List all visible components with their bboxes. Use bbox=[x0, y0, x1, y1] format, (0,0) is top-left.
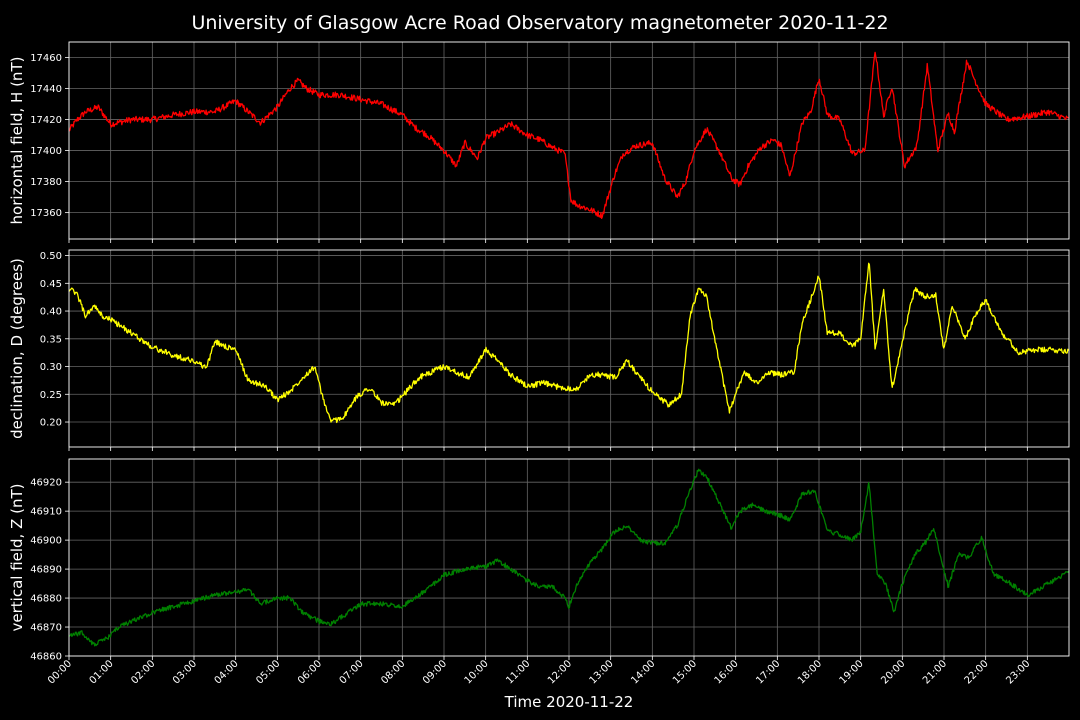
x-tick-label: 20:00 bbox=[879, 658, 907, 686]
y-axis-label: declination, D (degrees) bbox=[8, 258, 26, 439]
x-axis-label: Time 2020-11-22 bbox=[504, 693, 634, 711]
panel-3: 46860 46870 46880 46890 46900 46910 46920 verti… bbox=[8, 458, 1070, 663]
x-tick-label: 13:00 bbox=[588, 658, 616, 686]
y-tick-label: 46890 bbox=[30, 565, 62, 576]
x-tick-label: 07:00 bbox=[338, 658, 366, 686]
x-tick-label: 16:00 bbox=[713, 658, 741, 686]
data-series-line bbox=[68, 51, 1069, 220]
data-series-line bbox=[68, 468, 1070, 647]
x-tick-label: 02:00 bbox=[129, 658, 157, 686]
x-tick-label: 11:00 bbox=[504, 658, 532, 686]
y-tick-label: 0.35 bbox=[40, 334, 62, 345]
x-axis-ticks: 00:00 01:00 02:00 03:00 04:00 05:00 06:00 07:00… bbox=[46, 658, 1032, 686]
x-tick-label: 17:00 bbox=[754, 658, 782, 686]
y-tick-label: 17400 bbox=[30, 146, 62, 157]
y-tick-label: 46870 bbox=[30, 623, 62, 634]
y-tick-label: 46910 bbox=[30, 507, 62, 518]
y-tick-label: 46920 bbox=[30, 478, 62, 489]
y-tick-label: 17360 bbox=[30, 208, 62, 219]
y-tick-label: 0.20 bbox=[40, 418, 62, 429]
y-axis-label: vertical field, Z (nT) bbox=[8, 483, 26, 631]
x-tick-label: 03:00 bbox=[171, 658, 199, 686]
x-tick-label: 05:00 bbox=[254, 658, 282, 686]
x-tick-label: 21:00 bbox=[921, 658, 949, 686]
y-tick-label: 0.25 bbox=[40, 390, 62, 401]
x-tick-label: 10:00 bbox=[463, 658, 491, 686]
y-tick-label: 17460 bbox=[30, 53, 62, 64]
x-tick-label: 15:00 bbox=[671, 658, 699, 686]
y-tick-label: 0.50 bbox=[40, 251, 62, 262]
x-tick-label: 14:00 bbox=[629, 658, 657, 686]
x-tick-label: 12:00 bbox=[546, 658, 574, 686]
y-tick-label: 17440 bbox=[30, 84, 62, 95]
panel-frame bbox=[68, 458, 1070, 657]
x-tick-label: 09:00 bbox=[421, 658, 449, 686]
chart-title: University of Glasgow Acre Road Observat… bbox=[191, 12, 888, 34]
panel-2: 0.20 0.25 0.30 0.35 0.40 0.45 0.50 declination,… bbox=[8, 249, 1070, 451]
data-series-line bbox=[68, 262, 1070, 424]
y-tick-label: 17420 bbox=[30, 115, 62, 126]
panel-frame bbox=[68, 249, 1070, 448]
y-tick-label: 0.40 bbox=[40, 307, 62, 318]
x-tick-label: 22:00 bbox=[963, 658, 991, 686]
y-tick-label: 46860 bbox=[30, 652, 62, 663]
x-tick-label: 08:00 bbox=[379, 658, 407, 686]
y-tick-label: 46880 bbox=[30, 594, 62, 605]
panel-1: 17360 17380 17400 17420 17440 17460 horizontal… bbox=[8, 41, 1070, 243]
chart-panels: 17360 17380 17400 17420 17440 17460 horizontal… bbox=[8, 41, 1070, 663]
y-tick-label: 0.45 bbox=[40, 279, 62, 290]
panel-frame bbox=[68, 41, 1070, 240]
x-tick-label: 00:00 bbox=[46, 658, 74, 686]
x-tick-label: 01:00 bbox=[88, 658, 116, 686]
y-tick-label: 17380 bbox=[30, 177, 62, 188]
y-tick-label: 0.30 bbox=[40, 362, 62, 373]
y-tick-label: 46900 bbox=[30, 536, 62, 547]
x-tick-label: 04:00 bbox=[213, 658, 241, 686]
x-tick-label: 23:00 bbox=[1004, 658, 1032, 686]
x-tick-label: 19:00 bbox=[838, 658, 866, 686]
x-tick-label: 06:00 bbox=[296, 658, 324, 686]
x-tick-label: 18:00 bbox=[796, 658, 824, 686]
y-axis-label: horizontal field, H (nT) bbox=[8, 57, 26, 225]
